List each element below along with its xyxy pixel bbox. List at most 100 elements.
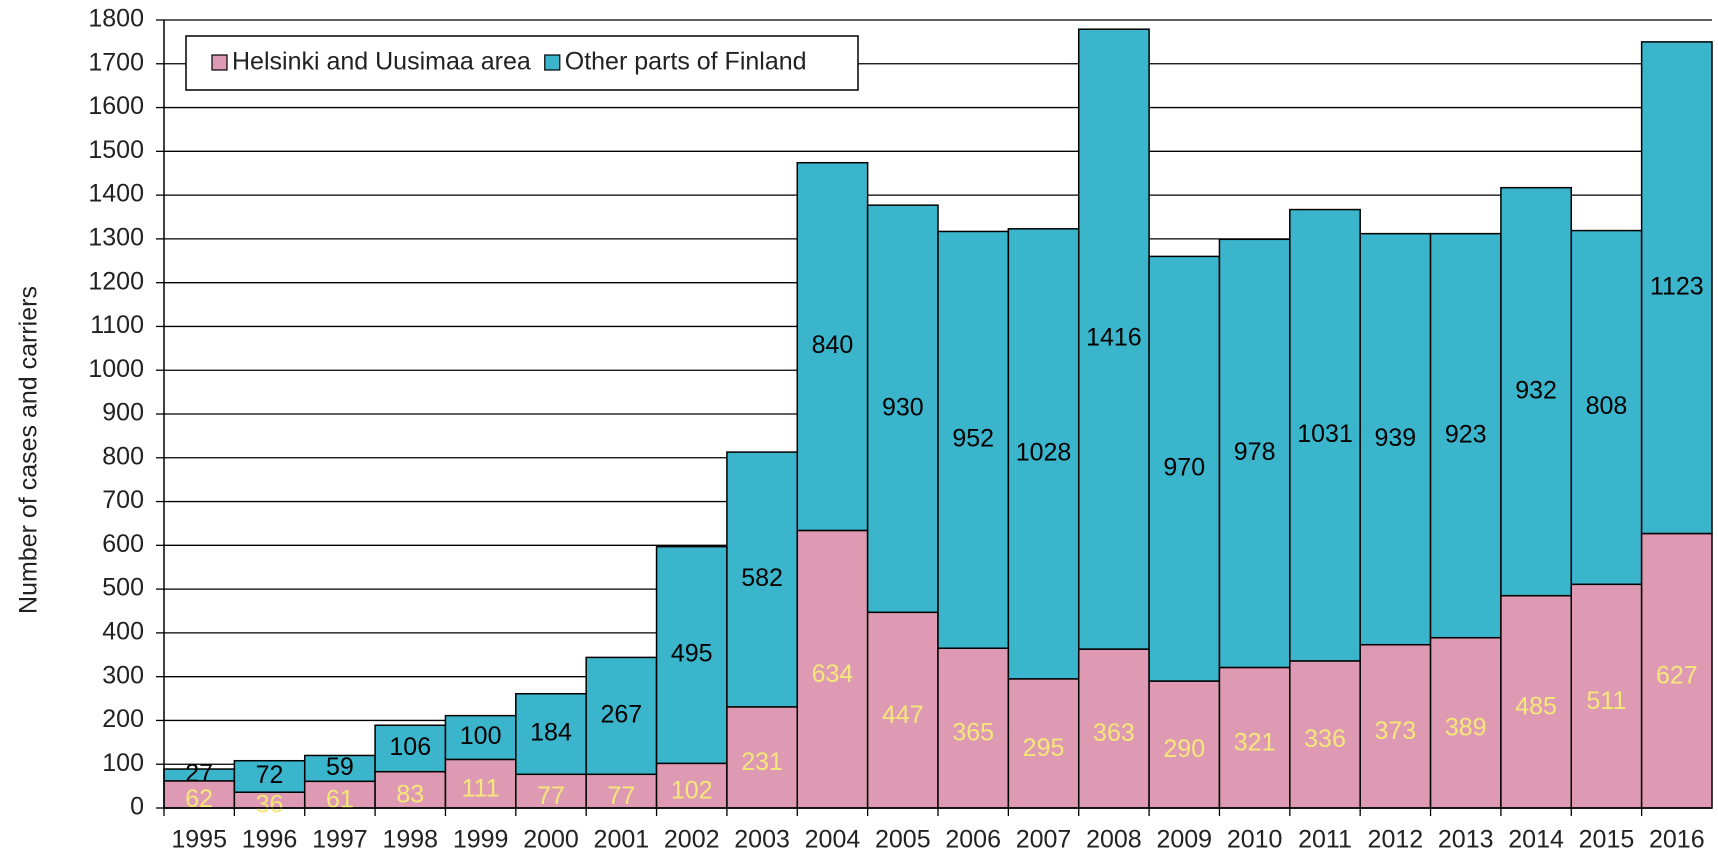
- x-tick-label: 1997: [312, 826, 368, 854]
- x-tick-label: 2003: [734, 826, 790, 854]
- data-label: 62: [185, 785, 213, 813]
- x-tick-label: 2009: [1156, 826, 1212, 854]
- bar-segment: [374, 770, 447, 809]
- data-label: 447: [882, 701, 924, 729]
- x-tick-label: 2002: [664, 826, 720, 854]
- data-label: 27: [185, 760, 213, 788]
- data-label: 184: [530, 719, 572, 747]
- legend-swatch: [544, 54, 561, 71]
- x-tick-label: 2008: [1086, 826, 1142, 854]
- y-tick-label: 1600: [88, 92, 144, 120]
- data-label: 932: [1515, 376, 1557, 404]
- x-tick-label: 2014: [1508, 826, 1564, 854]
- data-label: 290: [1163, 735, 1205, 763]
- data-label: 582: [741, 564, 783, 592]
- data-label: 970: [1163, 453, 1205, 481]
- bar-segment: [233, 759, 306, 793]
- x-tick-label: 2005: [875, 826, 931, 854]
- data-label: 1028: [1016, 438, 1072, 466]
- bar-segment: [1218, 238, 1291, 669]
- bar-segment: [1289, 208, 1361, 662]
- y-tick-label: 900: [102, 399, 144, 427]
- y-tick-label: 300: [102, 661, 144, 689]
- data-label: 72: [256, 761, 284, 789]
- y-tick-label: 1500: [88, 136, 144, 164]
- data-label: 627: [1656, 661, 1698, 689]
- bar-segment: [1148, 255, 1221, 682]
- y-tick-label: 600: [102, 530, 144, 558]
- bar-segment: [1640, 41, 1713, 535]
- bar-segment: [1359, 232, 1432, 646]
- y-tick-label: 1300: [88, 223, 144, 251]
- data-label: 295: [1023, 734, 1065, 762]
- bar-segment: [1640, 532, 1713, 809]
- y-tick-label: 500: [102, 574, 144, 602]
- data-label: 363: [1093, 719, 1135, 747]
- legend-label: Other parts of Finland: [565, 48, 807, 76]
- y-tick-label: 100: [102, 749, 144, 777]
- data-label: 495: [671, 640, 713, 668]
- bar-segment: [1429, 232, 1502, 639]
- data-label: 77: [537, 782, 565, 810]
- y-tick-label: 0: [130, 793, 144, 821]
- legend-box: [185, 35, 859, 91]
- data-label: 336: [1304, 725, 1346, 753]
- data-label: 83: [396, 780, 424, 808]
- data-label: 511: [1587, 687, 1627, 715]
- bar-segment: [726, 706, 799, 809]
- x-tick-label: 1995: [171, 826, 227, 854]
- bar-segment: [796, 529, 869, 809]
- data-label: 36: [256, 791, 284, 819]
- x-tick-label: 2007: [1016, 826, 1072, 854]
- legend-swatch: [211, 54, 228, 71]
- data-label: 61: [326, 785, 354, 813]
- bar-segment: [866, 611, 939, 809]
- x-tick-label: 2006: [945, 826, 1001, 854]
- y-tick-label: 1000: [88, 355, 144, 383]
- x-tick-label: 2004: [805, 826, 861, 854]
- x-tick-label: 2012: [1368, 826, 1424, 854]
- data-label: 930: [882, 393, 924, 421]
- data-label: 231: [741, 748, 783, 776]
- y-axis-label: Number of cases and carriers: [15, 286, 43, 614]
- bar-segment: [1500, 594, 1573, 809]
- data-label: 634: [812, 660, 854, 688]
- bar-segment: [585, 656, 658, 776]
- y-tick-label: 1700: [88, 48, 144, 76]
- data-label: 59: [326, 753, 354, 781]
- bar-segment: [1289, 660, 1361, 809]
- y-tick-label: 800: [102, 442, 144, 470]
- data-label: 840: [812, 331, 854, 359]
- data-label: 77: [607, 782, 635, 810]
- data-label: 111: [462, 774, 500, 802]
- data-label: 102: [671, 776, 713, 804]
- y-tick-label: 200: [102, 705, 144, 733]
- bar-segment: [1218, 666, 1291, 809]
- x-tick-label: 1999: [453, 826, 509, 854]
- bar-segment: [444, 714, 517, 761]
- data-label: 389: [1445, 713, 1487, 741]
- data-label: 952: [952, 424, 994, 452]
- data-label: 485: [1515, 692, 1557, 720]
- bar-segment: [1500, 186, 1573, 597]
- bar-segment: [655, 762, 728, 809]
- data-label: 106: [389, 733, 431, 761]
- bar-segment: [937, 230, 1010, 649]
- data-label: 923: [1445, 420, 1487, 448]
- y-tick-label: 1400: [88, 180, 144, 208]
- y-tick-label: 1200: [88, 267, 144, 295]
- bar-segment: [515, 692, 587, 776]
- y-tick-label: 700: [102, 486, 144, 514]
- y-tick-label: 400: [102, 617, 144, 645]
- legend: Helsinki and Uusimaa area Other parts of …: [185, 35, 859, 91]
- x-tick-label: 2013: [1438, 826, 1494, 854]
- data-label: 365: [952, 719, 994, 747]
- bar-segment: [374, 724, 447, 773]
- data-label: 1416: [1086, 324, 1142, 352]
- y-tick-label: 1100: [90, 311, 144, 339]
- x-tick-label: 2015: [1579, 826, 1635, 854]
- x-tick-label: 1996: [242, 826, 298, 854]
- bar-segment: [1007, 228, 1080, 680]
- data-label: 267: [601, 700, 643, 728]
- data-label: 100: [460, 722, 502, 750]
